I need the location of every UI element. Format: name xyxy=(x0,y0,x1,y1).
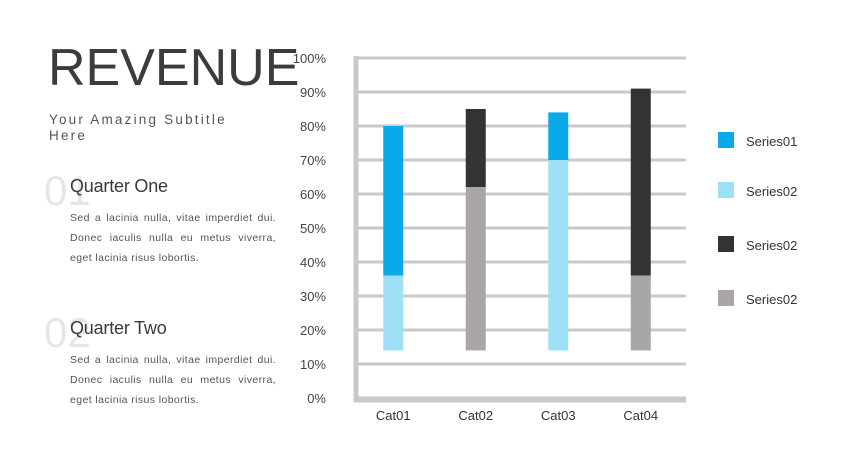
x-tick-label: Cat03 xyxy=(541,408,576,423)
bar-segment xyxy=(630,275,651,351)
y-tick-label: 40% xyxy=(300,255,326,270)
quarter-title: Quarter Two xyxy=(70,318,167,338)
legend-swatch xyxy=(718,132,734,148)
y-tick-label: 70% xyxy=(300,153,326,168)
bar-segment xyxy=(383,275,404,351)
x-tick-label: Cat04 xyxy=(623,408,658,423)
legend-swatch xyxy=(718,182,734,198)
legend-swatch xyxy=(718,236,734,252)
y-tick-label: 60% xyxy=(300,187,326,202)
quarter-body: Sed a lacinia nulla, vitae imperdiet dui… xyxy=(70,212,276,264)
bar-segment xyxy=(383,126,404,276)
y-tick-label: 50% xyxy=(300,221,326,236)
page-title: REVENUE xyxy=(48,39,300,97)
x-tick-label: Cat02 xyxy=(458,408,493,423)
quarter-title: Quarter One xyxy=(70,176,168,196)
legend-label: Series01 xyxy=(746,134,797,149)
legend-label: Series02 xyxy=(746,238,797,253)
bar-segment xyxy=(465,187,486,351)
quarter-number: 02 xyxy=(44,309,91,356)
y-tick-label: 80% xyxy=(300,119,326,134)
legend-label: Series02 xyxy=(746,184,797,199)
y-tick-label: 10% xyxy=(300,357,326,372)
y-tick-label: 90% xyxy=(300,85,326,100)
bar-segment xyxy=(465,109,486,188)
y-tick-label: 30% xyxy=(300,289,326,304)
y-tick-label: 100% xyxy=(293,51,327,66)
quarter-body: Sed a lacinia nulla, vitae imperdiet dui… xyxy=(70,354,276,406)
legend-label: Series02 xyxy=(746,292,797,307)
y-tick-label: 0% xyxy=(307,391,326,406)
y-tick-label: 20% xyxy=(300,323,326,338)
x-tick-label: Cat01 xyxy=(376,408,411,423)
bar-segment xyxy=(548,160,569,351)
quarter-number: 01 xyxy=(44,167,91,214)
page-subtitle: Your Amazing Subtitle Here xyxy=(49,112,227,143)
legend-swatch xyxy=(718,290,734,306)
bar-segment xyxy=(630,88,651,276)
bar-segment xyxy=(548,112,569,160)
